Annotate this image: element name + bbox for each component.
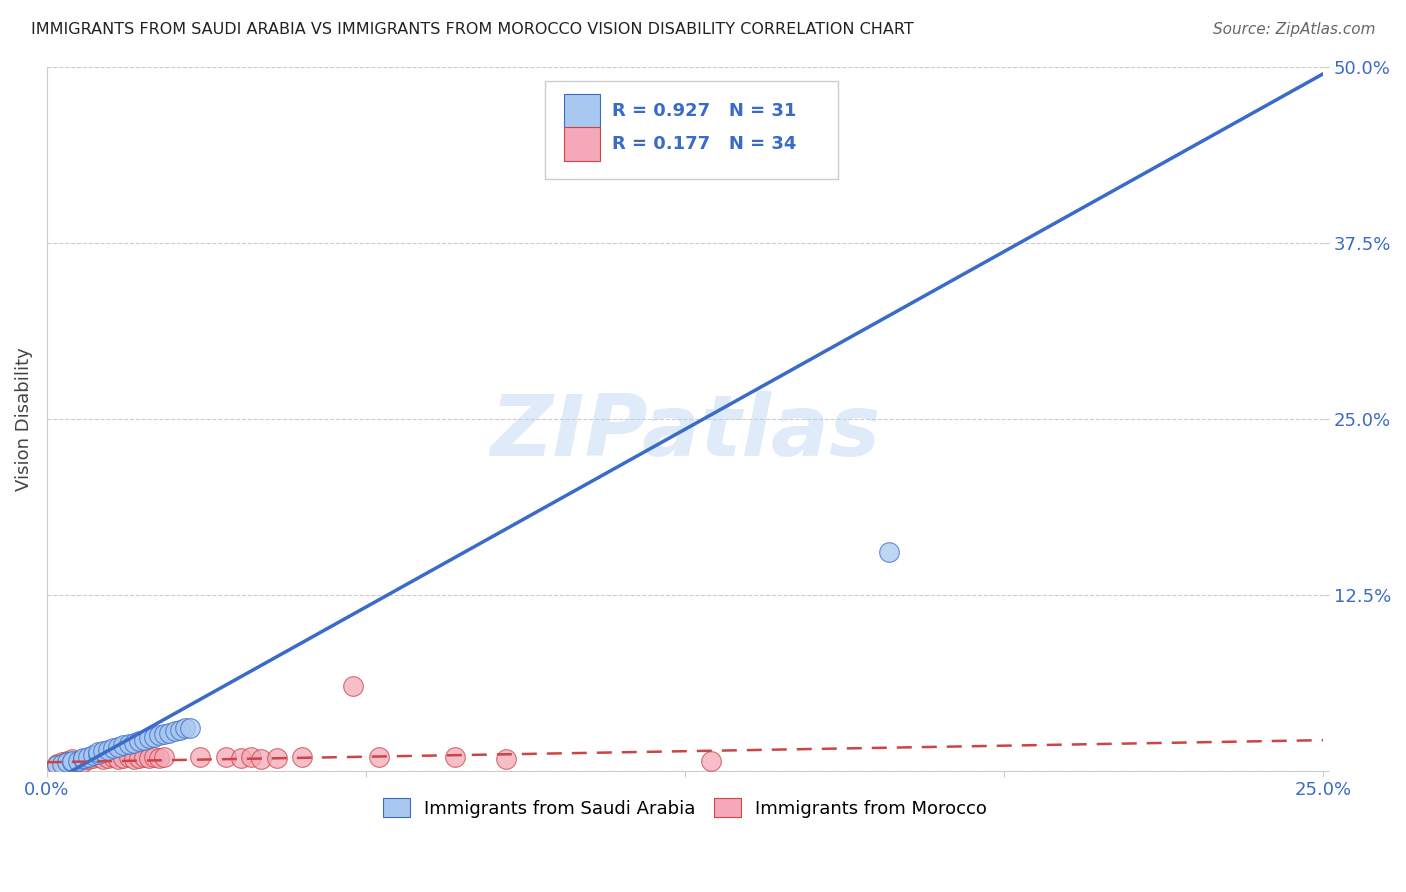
Point (97, 742, 120, 756)
Point (148, 751, 170, 765)
Legend: Immigrants from Saudi Arabia, Immigrants from Morocco: Immigrants from Saudi Arabia, Immigrants… (375, 791, 994, 825)
Point (138, 751, 160, 765)
Point (444, 749, 467, 764)
Point (66, 754, 89, 768)
Point (163, 724, 186, 739)
Y-axis label: Vision Disability: Vision Disability (15, 347, 32, 491)
Point (367, 749, 389, 764)
Text: ZIPatlas: ZIPatlas (489, 392, 880, 475)
Point (91, 752, 114, 766)
Point (82, 748, 104, 763)
Point (72, 751, 94, 765)
Point (148, 729, 170, 743)
Point (97, 751, 120, 765)
Point (179, 722, 201, 736)
Point (87, 745, 110, 759)
Point (103, 749, 125, 764)
Point (128, 734, 150, 748)
Point (117, 737, 139, 751)
Point (157, 725, 180, 739)
Point (153, 749, 176, 764)
Point (214, 749, 236, 764)
Point (107, 739, 129, 754)
FancyBboxPatch shape (544, 80, 838, 179)
Point (128, 751, 150, 765)
Point (699, 754, 721, 768)
Point (229, 751, 252, 765)
Point (51, 756, 73, 770)
Point (188, 749, 211, 764)
Text: R = 0.927   N = 31: R = 0.927 N = 31 (612, 102, 797, 120)
Point (173, 722, 195, 736)
Point (112, 739, 135, 753)
Point (143, 749, 166, 764)
Point (76, 752, 98, 766)
Point (72, 756, 94, 770)
FancyBboxPatch shape (564, 128, 599, 161)
Point (56, 754, 79, 768)
Point (62, 754, 84, 768)
Text: R = 0.177   N = 34: R = 0.177 N = 34 (612, 135, 797, 153)
Point (122, 752, 145, 766)
Text: IMMIGRANTS FROM SAUDI ARABIA VS IMMIGRANTS FROM MOROCCO VISION DISABILITY CORREL: IMMIGRANTS FROM SAUDI ARABIA VS IMMIGRAN… (31, 22, 914, 37)
Point (112, 751, 135, 765)
Point (107, 752, 129, 766)
Point (46, 758, 69, 772)
Point (250, 752, 273, 766)
FancyBboxPatch shape (564, 94, 599, 128)
Point (169, 723, 191, 737)
Point (46, 756, 69, 771)
Point (62, 756, 84, 770)
Point (62, 752, 84, 766)
Point (66, 754, 89, 768)
Point (495, 752, 517, 766)
Point (103, 741, 125, 756)
Point (82, 751, 104, 765)
Point (56, 756, 79, 770)
Point (342, 679, 364, 693)
Point (72, 752, 94, 766)
Point (122, 735, 145, 749)
Point (132, 749, 155, 764)
Point (153, 727, 176, 741)
Point (76, 749, 98, 764)
Point (877, 545, 900, 559)
Point (91, 744, 114, 758)
Point (132, 732, 155, 747)
Point (143, 730, 166, 744)
Point (87, 747, 110, 761)
Point (87, 749, 110, 764)
Point (138, 731, 160, 746)
Point (51, 756, 73, 771)
Point (240, 749, 263, 764)
Point (266, 751, 288, 765)
Text: Source: ZipAtlas.com: Source: ZipAtlas.com (1212, 22, 1375, 37)
Point (117, 749, 139, 764)
Point (291, 749, 314, 764)
